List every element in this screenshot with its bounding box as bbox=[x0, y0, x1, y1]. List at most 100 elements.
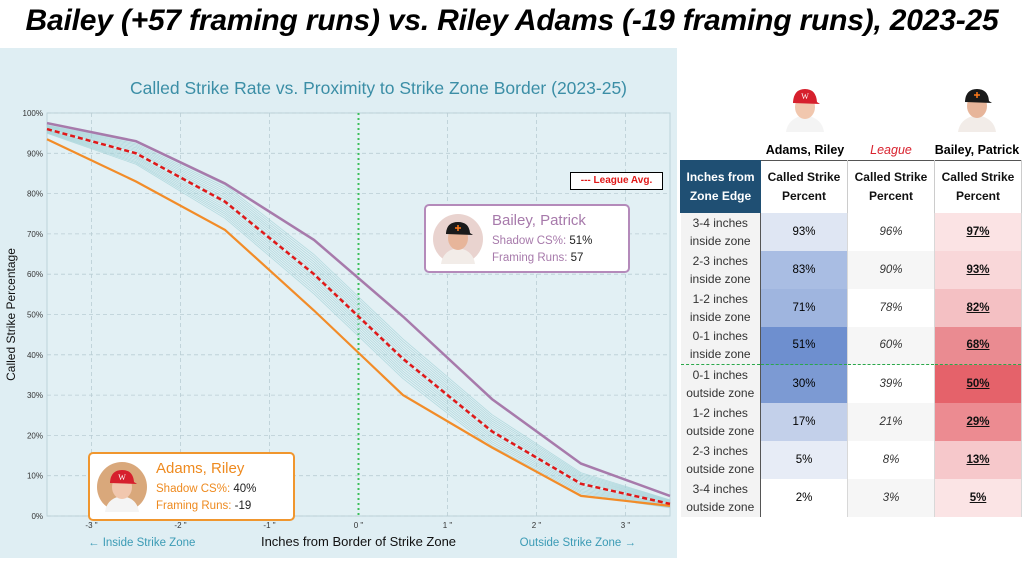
adams-card-name: Adams, Riley bbox=[156, 460, 245, 477]
bailey-card-name: Bailey, Patrick bbox=[492, 212, 586, 229]
catcher-line bbox=[46, 129, 671, 506]
col-header-zone-edge: Inches from Zone Edge bbox=[680, 160, 761, 213]
chart-panel: Called Strike Rate vs. Proximity to Stri… bbox=[0, 48, 677, 558]
catcher-line bbox=[46, 131, 671, 507]
main-title: Bailey (+57 framing runs) vs. Riley Adam… bbox=[25, 4, 999, 37]
chart-title: Called Strike Rate vs. Proximity to Stri… bbox=[130, 78, 627, 98]
bailey-shadow-value: 51% bbox=[569, 235, 593, 247]
y-tick-label: 80% bbox=[27, 190, 43, 199]
y-tick-label: 10% bbox=[27, 472, 43, 481]
row-label: 0-1 inches inside zone bbox=[680, 326, 761, 365]
league-value: 21% bbox=[847, 402, 935, 441]
catcher-line bbox=[46, 130, 671, 506]
bailey-runs-label: Framing Runs: bbox=[492, 252, 568, 264]
adams-card: W Adams, Riley Shadow CS%: 40% Framing R… bbox=[88, 452, 295, 521]
y-axis-label: Called Strike Percentage bbox=[4, 248, 18, 381]
adams-runs-label: Framing Runs: bbox=[156, 500, 232, 512]
bailey-value: 29% bbox=[934, 402, 1022, 441]
catcher-line bbox=[46, 128, 671, 504]
stat-table-body: 3-4 inches inside zone 93% 96% 97% 2-3 inche… bbox=[680, 212, 1022, 517]
bailey-value: 82% bbox=[934, 288, 1022, 327]
adams-value: 83% bbox=[760, 250, 848, 289]
y-tick-label: 60% bbox=[27, 270, 43, 279]
chart-svg: Called Strike Rate vs. Proximity to Stri… bbox=[4, 78, 671, 549]
y-tick-label: 0% bbox=[31, 512, 43, 521]
league-value: 60% bbox=[847, 326, 935, 365]
header-adams-name-wrap: Adams, Riley bbox=[762, 48, 848, 158]
bailey-shadow-line: Shadow CS%: 51% bbox=[492, 235, 592, 247]
adams-value: 17% bbox=[760, 402, 848, 441]
header-bailey bbox=[934, 82, 1020, 144]
table-row: 0-1 inches outside zone 30% 39% 50% bbox=[680, 364, 1022, 403]
league-value: 90% bbox=[847, 250, 935, 289]
bailey-value: 13% bbox=[934, 440, 1022, 479]
x-tick-label: -2 " bbox=[174, 521, 186, 530]
y-tick-label: 20% bbox=[27, 431, 43, 440]
catcher-line bbox=[46, 132, 671, 508]
x-tick-label: 0 " bbox=[354, 521, 364, 530]
row-label: 3-4 inches inside zone bbox=[680, 212, 761, 251]
bailey-card: Bailey, Patrick Shadow CS%: 51% Framing … bbox=[424, 204, 630, 273]
row-label: 3-4 inches outside zone bbox=[680, 478, 761, 517]
league-value: 39% bbox=[847, 364, 935, 403]
row-label: 2-3 inches inside zone bbox=[680, 250, 761, 289]
header-bailey-name-wrap: Bailey, Patrick bbox=[934, 48, 1020, 158]
bailey-value: 93% bbox=[934, 250, 1022, 289]
bailey-value: 68% bbox=[934, 326, 1022, 365]
legend-league-avg: --- League Avg. bbox=[570, 172, 663, 190]
adams-value: 2% bbox=[760, 478, 848, 517]
col-header-league: Called Strike Percent bbox=[847, 160, 935, 213]
bailey-headshot-icon bbox=[958, 89, 996, 132]
row-label: 1-2 inches inside zone bbox=[680, 288, 761, 327]
adams-value: 93% bbox=[760, 212, 848, 251]
adams-runs-value: -19 bbox=[234, 500, 252, 512]
bailey-value: 5% bbox=[934, 478, 1022, 517]
bailey-avatar-icon bbox=[433, 214, 483, 264]
header-league-name: League bbox=[870, 143, 912, 157]
catcher-line bbox=[46, 125, 671, 502]
col-header-bailey: Called Strike Percent bbox=[934, 160, 1022, 213]
table-row: 2-3 inches outside zone 5% 8% 13% bbox=[680, 440, 1022, 479]
x-tick-label: 3 " bbox=[621, 521, 631, 530]
x-axis-label: Inches from Border of Strike Zone bbox=[261, 534, 456, 549]
catcher-line bbox=[46, 127, 671, 504]
catcher-line bbox=[46, 125, 671, 501]
y-tick-label: 70% bbox=[27, 230, 43, 239]
table-header-row: Inches from Zone Edge Called Strike Perc… bbox=[680, 160, 1022, 213]
adams-shadow-label: Shadow CS%: bbox=[156, 483, 231, 495]
adams-avatar-icon: W bbox=[97, 462, 147, 512]
league-avg-line bbox=[46, 127, 671, 506]
adams-shadow-line: Shadow CS%: 40% bbox=[156, 483, 256, 495]
league-value: 3% bbox=[847, 478, 935, 517]
catcher-line bbox=[46, 130, 671, 507]
adams-value: 5% bbox=[760, 440, 848, 479]
adams-shadow-value: 40% bbox=[233, 483, 257, 495]
adams-headshot-icon: W bbox=[786, 89, 824, 132]
comparison-table-area: W Adams, Riley League Bailey, Patrick In… bbox=[678, 48, 1024, 518]
svg-text:W: W bbox=[801, 92, 809, 101]
catcher-line bbox=[46, 131, 671, 508]
bailey-runs-value: 57 bbox=[570, 252, 584, 264]
header-adams-name: Adams, Riley bbox=[765, 143, 845, 157]
adams-value: 71% bbox=[760, 288, 848, 327]
header-adams: W bbox=[762, 82, 848, 144]
catcher-line bbox=[46, 127, 671, 503]
catcher-line bbox=[46, 126, 671, 502]
header-bailey-name: Bailey, Patrick bbox=[934, 143, 1020, 157]
bailey-shadow-label: Shadow CS%: bbox=[492, 235, 567, 247]
row-label: 0-1 inches outside zone bbox=[680, 364, 761, 403]
league-value: 8% bbox=[847, 440, 935, 479]
y-tick-label: 90% bbox=[27, 149, 43, 158]
bailey-series-line bbox=[46, 121, 671, 498]
x-note-outside: Outside Strike Zone → bbox=[520, 537, 636, 549]
x-tick-label: -1 " bbox=[263, 521, 275, 530]
y-tick-label: 40% bbox=[27, 351, 43, 360]
x-tick-label: -3 " bbox=[85, 521, 97, 530]
y-tick-label: 30% bbox=[27, 391, 43, 400]
adams-value: 30% bbox=[760, 364, 848, 403]
bailey-runs-line: Framing Runs: 57 bbox=[492, 252, 583, 264]
svg-text:W: W bbox=[118, 473, 126, 482]
row-label: 1-2 inches outside zone bbox=[680, 402, 761, 441]
table-row: 3-4 inches outside zone 2% 3% 5% bbox=[680, 478, 1022, 517]
bailey-value: 97% bbox=[934, 212, 1022, 251]
